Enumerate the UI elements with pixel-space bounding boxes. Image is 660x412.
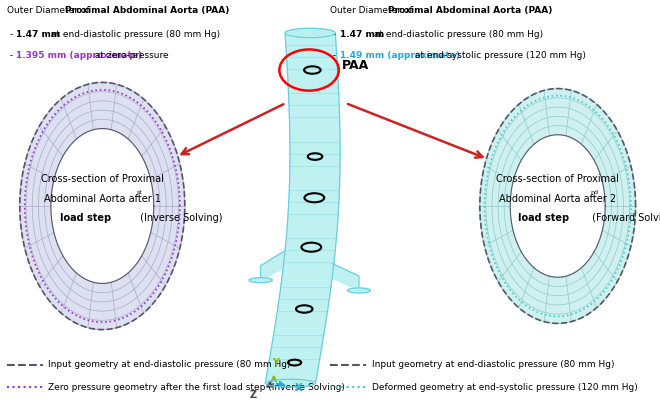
Text: -: - bbox=[330, 52, 339, 61]
Text: Outer Diameter of: Outer Diameter of bbox=[330, 6, 416, 15]
Text: load step: load step bbox=[60, 213, 112, 222]
Text: Z: Z bbox=[249, 389, 257, 400]
Text: Deformed geometry at end-systolic pressure (120 mm Hg): Deformed geometry at end-systolic pressu… bbox=[372, 383, 638, 392]
Text: at end-diastolic pressure (80 mm Hg): at end-diastolic pressure (80 mm Hg) bbox=[371, 30, 543, 39]
Polygon shape bbox=[480, 89, 636, 323]
Ellipse shape bbox=[265, 379, 315, 387]
Text: nd: nd bbox=[591, 190, 599, 195]
Text: 1.47 mm: 1.47 mm bbox=[16, 30, 61, 39]
Text: (Inverse Solving): (Inverse Solving) bbox=[137, 213, 222, 222]
Text: -: - bbox=[7, 30, 16, 39]
Polygon shape bbox=[261, 251, 284, 280]
Text: X: X bbox=[295, 383, 302, 393]
Text: Cross-section of Proximal: Cross-section of Proximal bbox=[496, 174, 619, 184]
Text: PAA: PAA bbox=[342, 59, 370, 73]
Text: Input geometry at end-diastolic pressure (80 mm Hg): Input geometry at end-diastolic pressure… bbox=[372, 360, 614, 369]
Text: (Forward Solving): (Forward Solving) bbox=[589, 213, 660, 222]
Ellipse shape bbox=[347, 288, 370, 293]
Text: at end-systolic pressure (120 mm Hg): at end-systolic pressure (120 mm Hg) bbox=[412, 52, 586, 61]
Text: Outer Diameter of: Outer Diameter of bbox=[7, 6, 92, 15]
Polygon shape bbox=[265, 33, 340, 383]
Text: Zero pressure geometry after the first load step (Inverse Solving): Zero pressure geometry after the first l… bbox=[48, 383, 345, 392]
Text: Cross-section of Proximal: Cross-section of Proximal bbox=[41, 174, 164, 184]
Text: Outer Diameter of: Outer Diameter of bbox=[7, 6, 92, 15]
Text: Outer Diameter of: Outer Diameter of bbox=[330, 6, 416, 15]
Text: st: st bbox=[137, 190, 143, 195]
Text: -: - bbox=[330, 30, 339, 39]
Text: load step: load step bbox=[517, 213, 569, 222]
Text: Proximal Abdominal Aorta (PAA): Proximal Abdominal Aorta (PAA) bbox=[388, 6, 552, 15]
Text: Input geometry at end-diastolic pressure (80 mm Hg): Input geometry at end-diastolic pressure… bbox=[48, 360, 290, 369]
Ellipse shape bbox=[249, 278, 273, 283]
Text: Abdominal Aorta after 1: Abdominal Aorta after 1 bbox=[44, 194, 161, 204]
Text: Y: Y bbox=[273, 358, 279, 368]
Ellipse shape bbox=[285, 28, 335, 37]
Text: -: - bbox=[7, 52, 16, 61]
Text: Abdominal Aorta after 2: Abdominal Aorta after 2 bbox=[499, 194, 616, 204]
Polygon shape bbox=[20, 82, 185, 330]
Text: 1.47 mm: 1.47 mm bbox=[340, 30, 384, 39]
Text: at zero-pressure: at zero-pressure bbox=[92, 52, 169, 61]
Text: at end-diastolic pressure (80 mm Hg): at end-diastolic pressure (80 mm Hg) bbox=[48, 30, 220, 39]
Text: 1.395 mm (approximate): 1.395 mm (approximate) bbox=[16, 52, 143, 61]
Text: Proximal Abdominal Aorta (PAA): Proximal Abdominal Aorta (PAA) bbox=[65, 6, 229, 15]
Text: 1.49 mm (approximate): 1.49 mm (approximate) bbox=[340, 52, 460, 61]
Polygon shape bbox=[333, 264, 359, 290]
